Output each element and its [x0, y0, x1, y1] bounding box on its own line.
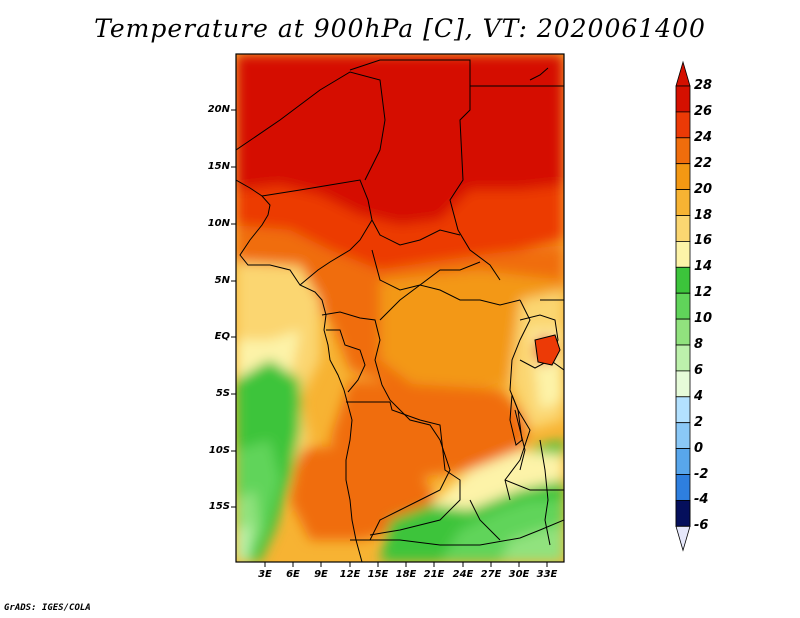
- colorbar-segment: [675, 422, 691, 450]
- colorbar-label: 22: [694, 155, 713, 171]
- colorbar-segment: [675, 474, 691, 501]
- lon-label-18e: 18E: [395, 569, 417, 580]
- colorbar-label: -6: [694, 518, 709, 534]
- lat-label-15n: 15N: [207, 161, 230, 172]
- lat-label-20n: 20N: [207, 104, 230, 115]
- lat-label-5n: 5N: [214, 275, 230, 286]
- colorbar-label: -4: [694, 492, 709, 508]
- colorbar-segment: [675, 266, 691, 294]
- colorbar-segment: [675, 240, 691, 268]
- map-title: Temperature at 900hPa [C], VT: 202006140…: [94, 14, 706, 43]
- colorbar-label: 4: [694, 388, 704, 404]
- country-borders: [236, 59, 564, 562]
- lat-label-eq: EQ: [214, 331, 230, 342]
- colorbar-label: 8: [694, 337, 704, 352]
- lon-tick-marks: [264, 562, 548, 567]
- lon-label-9e: 9E: [314, 569, 328, 580]
- lon-label-21e: 21E: [423, 569, 445, 580]
- lat-label-5s: 5S: [215, 388, 230, 399]
- colorbar-segment: [675, 215, 691, 242]
- colorbar-segment: [675, 85, 691, 113]
- colorbar-label: 2: [694, 414, 704, 430]
- lat-label-15s: 15S: [208, 501, 230, 512]
- colorbar-label: -2: [694, 466, 709, 482]
- lon-label-6e: 6E: [286, 569, 300, 580]
- colorbar-segment: [675, 448, 691, 475]
- colorbar-segment: [675, 370, 691, 398]
- lon-label-33e: 33E: [536, 569, 558, 580]
- colorbar-label: 0: [694, 440, 704, 456]
- colorbar-cap-bottom: [675, 525, 691, 552]
- colorbar-label: 26: [694, 103, 713, 119]
- lat-label-10s: 10S: [208, 445, 230, 456]
- lon-label-3e: 3E: [258, 569, 272, 580]
- colorbar-segment: [675, 163, 691, 190]
- colorbar-cap-top: [675, 60, 691, 87]
- colorbar-label: 18: [694, 207, 713, 223]
- colorbar-segment: [675, 111, 691, 139]
- lon-label-24e: 24E: [452, 569, 474, 580]
- colorbar-segment: [675, 499, 691, 527]
- lon-label-30e: 30E: [508, 569, 530, 580]
- colorbar-label: 28: [694, 78, 713, 93]
- colorbar-segment: [675, 189, 691, 216]
- credit-text: GrADS: IGES/COLA: [4, 603, 91, 613]
- lat-label-10n: 10N: [207, 218, 230, 229]
- colorbar-segment: [675, 396, 691, 424]
- colorbar-label: 14: [694, 259, 713, 275]
- colorbar-segment: [675, 292, 691, 320]
- colorbar-segment: [675, 344, 691, 372]
- colorbar-label: 12: [694, 285, 713, 301]
- lat-tick-marks: [231, 109, 236, 508]
- colorbar-label: 6: [694, 362, 704, 378]
- plot-frame: [235, 53, 565, 563]
- lon-label-15e: 15E: [367, 569, 389, 580]
- lon-label-27e: 27E: [480, 569, 502, 580]
- colorbar: [675, 60, 691, 552]
- colorbar-label: 24: [694, 129, 713, 145]
- colorbar-label: 20: [694, 181, 713, 197]
- lon-label-12e: 12E: [339, 569, 361, 580]
- colorbar-label: 10: [694, 311, 713, 327]
- temperature-field: [236, 54, 564, 562]
- colorbar-segment: [675, 137, 691, 165]
- colorbar-segment: [675, 318, 691, 346]
- colorbar-label: 16: [694, 233, 713, 249]
